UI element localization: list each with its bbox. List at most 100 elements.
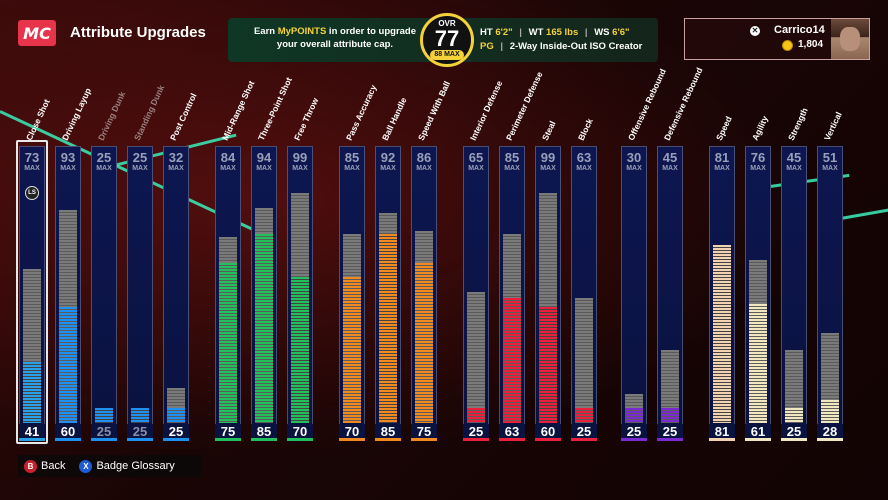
attribute-bar[interactable]: 45 MAX [657,146,683,440]
attribute-max-label: MAX [540,165,556,172]
attribute-max-value: 25 [96,150,112,165]
attribute-bar[interactable]: 99 MAX [287,146,313,440]
attribute-max-label: MAX [416,165,432,172]
attribute-max-value: 30 [626,150,642,165]
attribute-max-value: 65 [468,150,484,165]
weight-label: WT [528,27,544,38]
height-value: 6'2" [495,27,513,38]
attribute-current-value: 25 [463,424,489,440]
attribute-max-label: MAX [344,165,360,172]
attribute-max-value: 45 [662,150,678,165]
attribute-label: Free Throw [291,96,321,142]
attribute-label: Strength [785,106,810,142]
vc-balance: 1,804 [798,39,824,50]
attribute-bar[interactable]: 99 MAX [535,146,561,440]
attribute-current-fill [343,277,361,423]
attribute-cap-fill [785,350,803,423]
attribute-bar[interactable]: 65 MAX [463,146,489,440]
attribute-current-value: 25 [571,424,597,440]
attribute-max-value: 73 [24,150,40,165]
attribute-bar[interactable]: 51 MAX [817,146,843,440]
attribute-current-fill [95,408,113,423]
attribute-label: Perimeter Defense [503,70,545,142]
attribute-category-strip [339,438,365,441]
attribute-bar[interactable]: 85 MAX [339,146,365,440]
ovr-badge: OVR 77 88 MAX [420,13,474,67]
attribute-current-value: 61 [745,424,771,440]
attribute-max-label: MAX [256,165,272,172]
attribute-current-fill [539,306,557,423]
attribute-bar[interactable]: 25 MAX [91,146,117,440]
attribute-current-fill [503,297,521,423]
ovr-label: OVR [438,19,456,29]
attribute-current-value: 75 [215,424,241,440]
separator: | [519,27,522,38]
attribute-max-label: MAX [132,165,148,172]
attribute-label: Three-Point Shot [255,75,294,142]
attribute-cap-fill [575,297,593,423]
attribute-bar[interactable]: 81 MAX [709,146,735,440]
attribute-max-value: 76 [750,150,766,165]
attribute-bar[interactable]: 84 MAX [215,146,241,440]
b-button-icon[interactable]: B [24,459,37,473]
mycareer-logo: MC [18,20,56,46]
weight-value: 165 lbs [546,27,579,38]
attribute-category-strip [463,438,489,441]
attribute-bar[interactable]: 30 MAX [621,146,647,440]
attribute-current-value: 25 [657,424,683,440]
attribute-max-label: MAX [822,165,838,172]
attribute-label: Mid-Range Shot [219,79,257,142]
attribute-label: Defensive Rebound [661,65,705,142]
attribute-max-label: MAX [24,165,40,172]
attribute-bar[interactable]: 63 MAX [571,146,597,440]
attribute-max-value: 51 [822,150,838,165]
wingspan-value: 6'6" [612,27,630,38]
attribute-label: Agility [749,114,770,142]
attribute-bar[interactable]: 92 MAX [375,146,401,440]
attribute-current-value: 25 [621,424,647,440]
attribute-max-label: MAX [786,165,802,172]
info-message: Earn MyPOINTS in order to upgrade your o… [240,26,430,52]
attribute-current-fill [255,233,273,423]
attribute-current-value: 25 [91,424,117,440]
attribute-cap-fill [661,350,679,423]
attribute-current-fill [467,408,485,423]
attribute-category-strip [251,438,277,441]
attribute-current-fill [167,408,185,423]
attribute-current-value: 25 [163,424,189,440]
attribute-bar[interactable]: 93 MAX [55,146,81,440]
x-button-icon[interactable]: X [79,459,93,473]
attribute-current-value: 28 [817,424,843,440]
vc-coin-icon [782,40,793,51]
ovr-max: 88 MAX [430,50,464,60]
attribute-category-strip [657,438,683,441]
height-label: HT [480,27,493,38]
attribute-bar[interactable]: 32 MAX [163,146,189,440]
selection-highlight [16,140,48,444]
attribute-max-value: 93 [60,150,76,165]
attribute-label: Pass Accuracy [343,83,379,142]
attribute-label: Driving Layup [59,86,93,142]
attribute-bar[interactable]: 25 MAX [127,146,153,440]
attribute-label: Driving Dunk [95,89,128,142]
back-button[interactable]: Back [41,460,66,472]
attribute-current-fill [785,408,803,423]
attribute-category-strip [163,438,189,441]
attribute-current-fill [661,408,679,423]
attribute-bar[interactable]: 76 MAX [745,146,771,440]
attribute-current-fill [821,399,839,423]
attribute-bar[interactable]: 85 MAX [499,146,525,440]
attribute-category-strip [127,438,153,441]
attribute-label: Post Control [167,91,199,142]
attribute-bar[interactable]: 45 MAX [781,146,807,440]
attribute-category-strip [411,438,437,441]
attribute-bar[interactable]: 86 MAX [411,146,437,440]
attribute-label: Speed With Ball [415,79,453,142]
avatar [831,19,869,59]
left-stick-icon: LS [25,186,39,200]
attribute-bar[interactable]: 94 MAX [251,146,277,440]
attribute-max-label: MAX [750,165,766,172]
attribute-current-fill [131,408,149,423]
badge-glossary-button[interactable]: Badge Glossary [96,460,175,472]
attribute-current-value: 85 [251,424,277,440]
